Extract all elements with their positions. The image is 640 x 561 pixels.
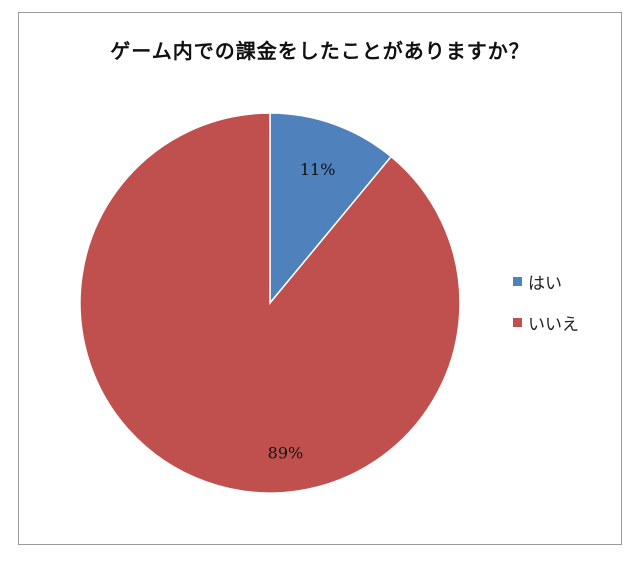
- data-label-no: 89%: [268, 444, 304, 463]
- legend-swatch-no: [513, 317, 522, 327]
- legend-swatch-yes: [513, 276, 522, 286]
- legend: はい いいえ: [513, 270, 579, 352]
- pie-slice-yes: [269, 112, 393, 306]
- legend-item-no: いいえ: [513, 311, 579, 335]
- pie-slice-no: [79, 112, 461, 494]
- legend-label-yes: はい: [528, 273, 562, 294]
- legend-item-yes: はい: [513, 270, 579, 294]
- data-label-yes: 11%: [300, 160, 336, 179]
- chart-title: ゲーム内での課金をしたことがありますか？: [110, 39, 530, 63]
- legend-label-no: いいえ: [528, 314, 579, 335]
